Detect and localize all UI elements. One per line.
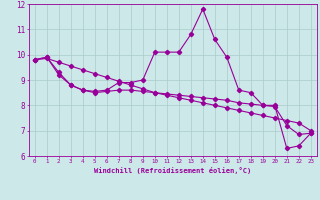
- X-axis label: Windchill (Refroidissement éolien,°C): Windchill (Refroidissement éolien,°C): [94, 167, 252, 174]
